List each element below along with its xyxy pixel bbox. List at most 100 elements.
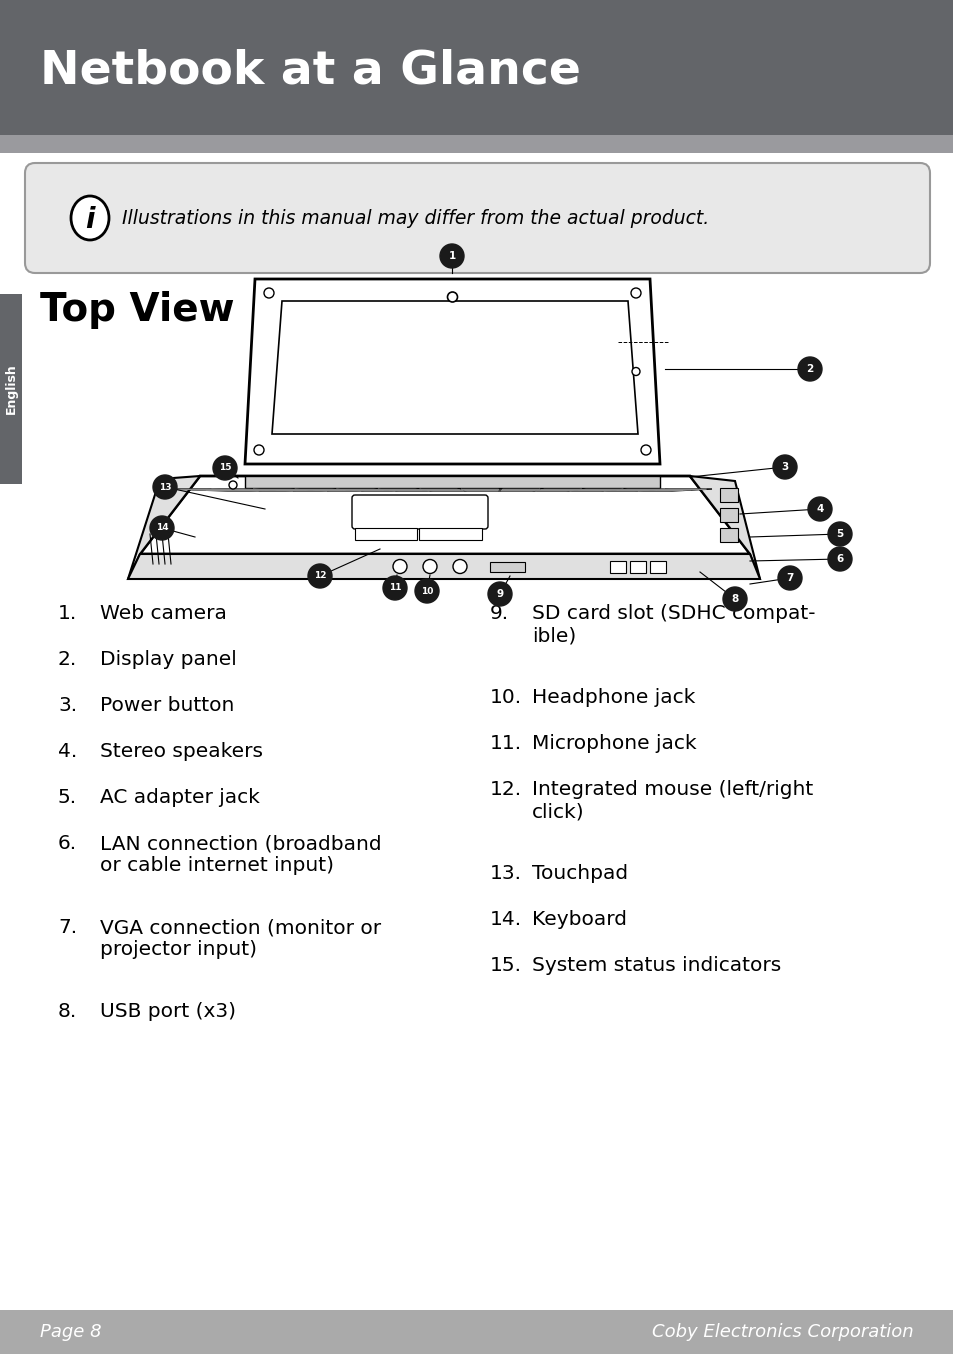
Text: 1: 1 — [448, 250, 456, 261]
Text: Integrated mouse (left/right
click): Integrated mouse (left/right click) — [532, 780, 812, 821]
Circle shape — [229, 481, 236, 489]
Text: AC adapter jack: AC adapter jack — [100, 788, 259, 807]
Text: SD card slot (SDHC compat-
ible): SD card slot (SDHC compat- ible) — [532, 604, 815, 645]
Text: Power button: Power button — [100, 696, 234, 715]
Text: 12.: 12. — [490, 780, 521, 799]
Text: 13.: 13. — [490, 864, 521, 883]
Circle shape — [640, 445, 650, 455]
Circle shape — [152, 475, 177, 500]
Text: 2: 2 — [805, 364, 813, 374]
Text: 5.: 5. — [58, 788, 77, 807]
Circle shape — [308, 565, 332, 588]
Text: 1.: 1. — [58, 604, 77, 623]
FancyBboxPatch shape — [352, 496, 488, 529]
Text: 9.: 9. — [490, 604, 509, 623]
Polygon shape — [128, 477, 200, 580]
Text: 11: 11 — [388, 584, 401, 593]
Bar — [629, 561, 645, 573]
Text: 6.: 6. — [58, 834, 77, 853]
Bar — [245, 477, 659, 487]
Circle shape — [807, 497, 831, 521]
Text: 10.: 10. — [490, 688, 521, 707]
Text: 7.: 7. — [58, 918, 77, 937]
Circle shape — [453, 559, 467, 574]
Circle shape — [264, 288, 274, 298]
Text: System status indicators: System status indicators — [532, 956, 781, 975]
Text: Stereo speakers: Stereo speakers — [100, 742, 263, 761]
Polygon shape — [128, 554, 760, 580]
Text: 15: 15 — [218, 463, 231, 473]
Bar — [0, 294, 22, 483]
Bar — [609, 561, 625, 573]
Bar — [0, 135, 953, 153]
Bar — [419, 528, 481, 540]
Circle shape — [827, 547, 851, 571]
Circle shape — [150, 516, 173, 540]
Text: Headphone jack: Headphone jack — [532, 688, 695, 707]
Text: 4.: 4. — [58, 742, 77, 761]
Bar — [720, 528, 738, 542]
Text: Web camera: Web camera — [100, 604, 227, 623]
Text: Page 8: Page 8 — [40, 1323, 102, 1340]
Circle shape — [447, 292, 457, 302]
Text: 9: 9 — [496, 589, 503, 598]
Text: English: English — [5, 364, 17, 414]
Circle shape — [439, 244, 463, 268]
Bar — [355, 528, 417, 540]
Text: Top View: Top View — [40, 291, 234, 329]
Text: 8.: 8. — [58, 1002, 77, 1021]
Ellipse shape — [71, 196, 109, 240]
Circle shape — [778, 566, 801, 590]
Circle shape — [213, 456, 236, 481]
Text: 6: 6 — [836, 554, 842, 565]
Circle shape — [382, 575, 407, 600]
Bar — [0, 1311, 953, 1354]
Bar — [720, 487, 738, 502]
Text: Illustrations in this manual may differ from the actual product.: Illustrations in this manual may differ … — [122, 209, 708, 227]
Bar — [649, 561, 665, 573]
Text: i: i — [85, 206, 94, 234]
Circle shape — [772, 455, 796, 479]
Circle shape — [797, 357, 821, 380]
Text: Touchpad: Touchpad — [532, 864, 627, 883]
Text: Display panel: Display panel — [100, 650, 236, 669]
Circle shape — [253, 445, 264, 455]
Text: 2.: 2. — [58, 650, 77, 669]
Text: 11.: 11. — [490, 734, 521, 753]
Circle shape — [422, 559, 436, 574]
Polygon shape — [168, 489, 711, 492]
Text: USB port (x3): USB port (x3) — [100, 1002, 235, 1021]
Text: 8: 8 — [731, 594, 738, 604]
Text: 3: 3 — [781, 462, 788, 473]
Text: Coby Electronics Corporation: Coby Electronics Corporation — [652, 1323, 913, 1340]
FancyBboxPatch shape — [25, 162, 929, 274]
Circle shape — [393, 559, 407, 574]
Circle shape — [827, 523, 851, 546]
Circle shape — [631, 367, 639, 375]
Polygon shape — [245, 279, 659, 464]
Text: Microphone jack: Microphone jack — [532, 734, 696, 753]
Bar — [720, 508, 738, 523]
Bar — [0, 0, 953, 135]
Text: 14.: 14. — [490, 910, 521, 929]
Text: VGA connection (monitor or
projector input): VGA connection (monitor or projector inp… — [100, 918, 381, 959]
Polygon shape — [689, 477, 760, 580]
Circle shape — [630, 288, 640, 298]
Polygon shape — [272, 301, 638, 435]
Text: 5: 5 — [836, 529, 842, 539]
Text: 14: 14 — [155, 524, 168, 532]
Polygon shape — [140, 477, 749, 554]
Text: 15.: 15. — [490, 956, 521, 975]
Text: Netbook at a Glance: Netbook at a Glance — [40, 47, 580, 93]
Text: LAN connection (broadband
or cable internet input): LAN connection (broadband or cable inter… — [100, 834, 381, 875]
Text: 10: 10 — [420, 586, 433, 596]
Text: Keyboard: Keyboard — [532, 910, 626, 929]
Circle shape — [488, 582, 512, 607]
Text: 3.: 3. — [58, 696, 77, 715]
Circle shape — [415, 580, 438, 603]
Text: 12: 12 — [314, 571, 326, 581]
Text: 13: 13 — [158, 482, 172, 492]
Text: 4: 4 — [816, 504, 822, 515]
Text: 7: 7 — [785, 573, 793, 584]
Circle shape — [722, 588, 746, 611]
